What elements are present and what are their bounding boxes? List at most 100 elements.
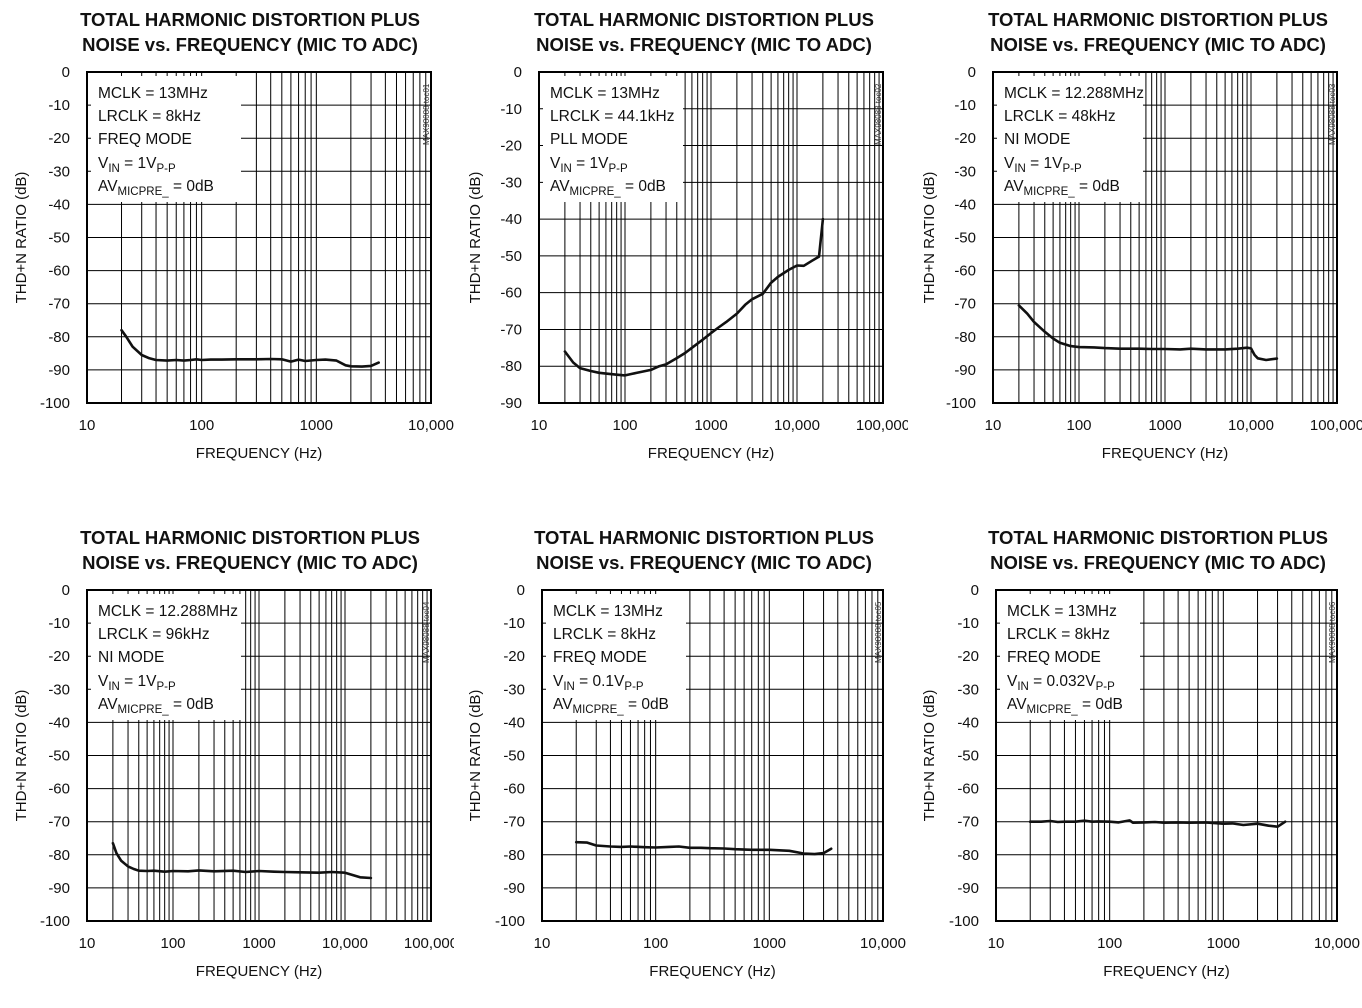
chart-panel-3: TOTAL HARMONIC DISTORTION PLUS NOISE vs. … xyxy=(908,0,1362,490)
figure-id: MAX98088 toc03 xyxy=(1328,83,1337,145)
y-tick-label: -100 xyxy=(40,395,70,412)
gain-value: = 0dB xyxy=(1075,178,1120,195)
x-tick-label: 100,000 xyxy=(404,935,454,952)
chart-title: TOTAL HARMONIC DISTORTION PLUS xyxy=(534,527,874,548)
y-tick-label: -70 xyxy=(954,296,976,313)
y-tick-label: -20 xyxy=(48,648,70,665)
chart-panel-4: TOTAL HARMONIC DISTORTION PLUS NOISE vs. … xyxy=(0,518,454,1008)
y-tick-label: -80 xyxy=(957,847,979,864)
y-tick-label: -80 xyxy=(48,847,70,864)
x-tick-label: 10 xyxy=(79,935,96,952)
series-line xyxy=(1028,819,1287,828)
y-tick-label: -80 xyxy=(954,329,976,346)
chart-title: NOISE vs. FREQUENCY (MIC TO ADC) xyxy=(82,552,418,573)
condition-lrclk: LRCLK = 96kHz xyxy=(98,626,210,643)
y-tick-label: -100 xyxy=(949,913,979,930)
condition-mclk: MCLK = 13MHz xyxy=(98,85,208,102)
gain-subscript: MICPRE_ xyxy=(1027,704,1079,716)
chart-title: NOISE vs. FREQUENCY (MIC TO ADC) xyxy=(990,34,1326,55)
y-tick-label: -50 xyxy=(954,230,976,247)
chart-panel-2: TOTAL HARMONIC DISTORTION PLUS NOISE vs. … xyxy=(454,0,908,490)
chart-svg-1: TOTAL HARMONIC DISTORTION PLUS NOISE vs. … xyxy=(13,9,454,462)
vin-value: = 1V xyxy=(572,155,609,172)
y-tick-label: 0 xyxy=(517,582,525,599)
condition-lrclk: LRCLK = 8kHz xyxy=(553,626,656,643)
vin-unit-subscript: P-P xyxy=(156,163,176,175)
y-tick-label: -70 xyxy=(48,814,70,831)
chart-panel-6: TOTAL HARMONIC DISTORTION PLUS NOISE vs. … xyxy=(908,518,1362,1008)
condition-gain: AVMICPRE_ = 0dB xyxy=(1004,178,1120,198)
plot-frame xyxy=(538,71,884,404)
x-tick-label: 100 xyxy=(1097,935,1122,952)
y-tick-label: -10 xyxy=(954,97,976,114)
condition-vin: VIN = 1VP-P xyxy=(1004,155,1082,175)
plot-frame xyxy=(992,71,1338,404)
chart-svg-4: TOTAL HARMONIC DISTORTION PLUS NOISE vs. … xyxy=(13,527,454,980)
y-tick-label: -30 xyxy=(503,681,525,698)
condition-vin: VIN = 1VP-P xyxy=(550,155,628,175)
plot-frame xyxy=(541,589,884,922)
figure-id: MAX98088 toc05 xyxy=(874,601,883,663)
chart-title: TOTAL HARMONIC DISTORTION PLUS xyxy=(80,527,420,548)
y-tick-label: -70 xyxy=(500,321,522,338)
vin-symbol: V xyxy=(1004,155,1015,172)
condition-gain: AVMICPRE_ = 0dB xyxy=(553,696,669,716)
gain-value: = 0dB xyxy=(1078,696,1123,713)
x-tick-label: 10,000 xyxy=(860,935,906,952)
condition-mode: NI MODE xyxy=(98,649,164,666)
y-axis-label: THD+N RATIO (dB) xyxy=(13,172,30,304)
conditions-box xyxy=(546,594,686,720)
gain-value: = 0dB xyxy=(621,178,666,195)
condition-lrclk: LRCLK = 8kHz xyxy=(98,108,201,125)
y-tick-label: -40 xyxy=(48,714,70,731)
x-tick-label: 1000 xyxy=(753,935,786,952)
x-tick-label: 100 xyxy=(189,417,214,434)
condition-lrclk: LRCLK = 8kHz xyxy=(1007,626,1110,643)
y-tick-label: -40 xyxy=(48,196,70,213)
y-tick-label: -50 xyxy=(503,748,525,765)
x-tick-label: 10 xyxy=(988,935,1005,952)
y-tick-label: -60 xyxy=(503,781,525,798)
condition-vin: VIN = 0.032VP-P xyxy=(1007,673,1115,693)
condition-vin: VIN = 1VP-P xyxy=(98,673,176,693)
chart-svg-2: TOTAL HARMONIC DISTORTION PLUS NOISE vs. … xyxy=(467,9,908,462)
y-axis-label: THD+N RATIO (dB) xyxy=(13,690,30,822)
chart-title: TOTAL HARMONIC DISTORTION PLUS xyxy=(80,9,420,30)
x-tick-label: 10 xyxy=(531,417,548,434)
y-tick-label: 0 xyxy=(971,582,979,599)
vin-subscript: IN xyxy=(1017,681,1029,693)
conditions-box xyxy=(91,594,241,720)
x-axis-label: FREQUENCY (Hz) xyxy=(648,445,774,462)
y-tick-label: -90 xyxy=(957,880,979,897)
x-tick-label: 100 xyxy=(612,417,637,434)
series-line xyxy=(563,217,825,377)
y-tick-label: -60 xyxy=(48,781,70,798)
x-axis-label: FREQUENCY (Hz) xyxy=(1102,445,1228,462)
x-tick-label: 100 xyxy=(643,935,668,952)
vin-unit-subscript: P-P xyxy=(608,163,628,175)
vin-value: = 0.1V xyxy=(575,673,625,690)
vin-value: = 1V xyxy=(120,673,157,690)
x-tick-label: 100 xyxy=(160,935,185,952)
figure-id: MAX98088 toc06 xyxy=(1328,601,1337,663)
vin-symbol: V xyxy=(553,673,564,690)
y-tick-label: -60 xyxy=(957,781,979,798)
chart-title: NOISE vs. FREQUENCY (MIC TO ADC) xyxy=(82,34,418,55)
condition-mclk: MCLK = 12.288MHz xyxy=(98,603,238,620)
y-tick-label: -60 xyxy=(48,263,70,280)
condition-vin: VIN = 1VP-P xyxy=(98,155,176,175)
condition-mode: PLL MODE xyxy=(550,131,628,148)
vin-symbol: V xyxy=(98,673,109,690)
y-tick-label: -90 xyxy=(48,880,70,897)
x-axis-label: FREQUENCY (Hz) xyxy=(1103,963,1229,980)
vin-unit-subscript: P-P xyxy=(156,681,176,693)
vin-symbol: V xyxy=(550,155,561,172)
y-tick-label: -40 xyxy=(957,714,979,731)
chart-svg-3: TOTAL HARMONIC DISTORTION PLUS NOISE vs. … xyxy=(921,9,1362,462)
y-tick-label: -50 xyxy=(957,748,979,765)
y-axis-label: THD+N RATIO (dB) xyxy=(921,172,938,304)
condition-mode: FREQ MODE xyxy=(553,649,647,666)
y-tick-label: -20 xyxy=(957,648,979,665)
gain-subscript: MICPRE_ xyxy=(570,186,622,198)
y-tick-label: -20 xyxy=(954,130,976,147)
